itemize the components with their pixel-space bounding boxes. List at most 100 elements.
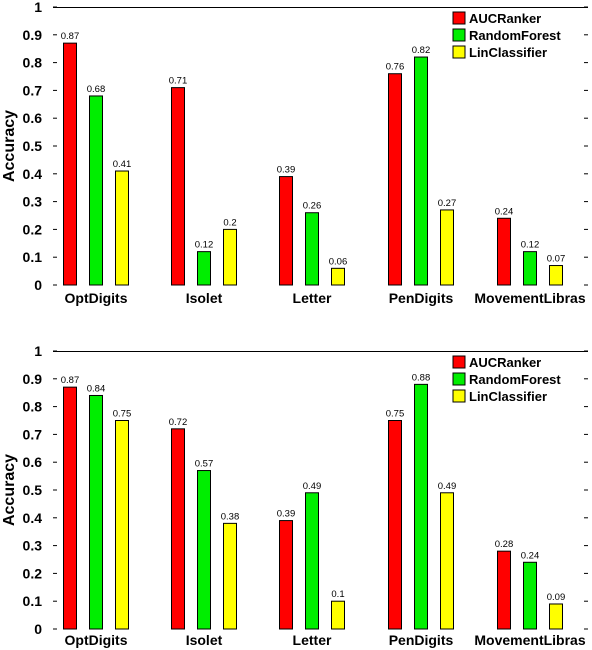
x-category-label: Isolet [186,632,223,648]
bar [331,267,345,286]
y-tick-label: 0.9 [23,27,43,43]
bar [89,394,103,630]
y-tick-label: 0.4 [23,166,43,182]
data-label: 0.2 [223,217,236,228]
y-axis-title: Accuracy [1,454,18,526]
y-tick-label: 0.8 [23,399,43,415]
y-tick-label: 0.5 [23,482,43,498]
y-tick-label: 0.7 [23,82,43,98]
data-label: 0.24 [521,550,540,561]
data-label: 0.12 [195,240,214,251]
bar [89,95,103,286]
legend-label: LinClassifier [469,45,547,60]
y-tick-label: 0.6 [23,110,43,126]
legend-swatch [452,372,466,386]
x-category-label: OptDigits [65,290,128,306]
data-label: 0.06 [329,256,348,267]
legend-swatch [452,355,466,369]
x-category-label: PenDigits [389,632,454,648]
y-tick-label: 0.2 [23,221,43,237]
bar [388,420,402,630]
y-tick-label: 0.4 [23,510,43,526]
x-category-label: MovementLibras [474,632,585,648]
data-label: 0.24 [495,206,514,217]
legend-label: RandomForest [469,372,561,387]
y-tick-label: 0.8 [23,55,43,71]
bar [115,420,129,630]
bar [497,217,511,286]
data-label: 0.75 [113,409,132,420]
y-tick-label: 0 [34,277,42,293]
data-label: 0.27 [438,198,457,209]
bar [414,56,428,286]
legend-swatch [452,45,466,59]
bar [523,561,537,630]
legend-label: AUCRanker [469,355,541,370]
bar [197,470,211,630]
data-label: 0.49 [438,481,457,492]
bar [305,492,319,630]
data-label: 0.41 [113,159,132,170]
data-label: 0.39 [277,165,296,176]
data-label: 0.26 [303,201,322,212]
data-label: 0.71 [169,76,188,87]
y-tick-label: 1 [34,0,42,15]
data-label: 0.28 [495,539,514,550]
y-tick-label: 0.6 [23,454,43,470]
bar [279,520,293,630]
data-label: 0.87 [61,31,80,42]
y-tick-label: 0 [34,621,42,637]
bar [197,251,211,286]
bar [63,386,77,630]
data-label: 0.57 [195,459,214,470]
x-category-label: PenDigits [389,290,454,306]
bar [115,170,129,286]
y-tick-label: 0.3 [23,538,43,554]
y-tick-label: 1 [34,343,42,359]
data-label: 0.38 [221,511,240,522]
bar [171,87,185,286]
x-category-label: MovementLibras [474,290,585,306]
data-label: 0.75 [386,409,405,420]
data-label: 0.76 [386,62,405,73]
legend-swatch [452,389,466,403]
data-label: 0.87 [61,375,80,386]
y-tick-label: 0.5 [23,138,43,154]
legend-swatch [452,11,466,25]
bar [171,428,185,630]
x-category-label: Isolet [186,290,223,306]
bar [440,209,454,286]
bar [223,522,237,630]
bar [279,176,293,286]
x-category-label: OptDigits [65,632,128,648]
data-label: 0.68 [87,84,106,95]
bar [497,550,511,630]
bar [223,228,237,286]
data-label: 0.82 [412,45,431,56]
bar [549,265,563,286]
data-label: 0.07 [547,254,566,265]
bar [414,383,428,630]
y-axis-title: Accuracy [1,110,18,182]
y-tick-label: 0.1 [23,249,43,265]
y-tick-label: 0.9 [23,371,43,387]
legend-label: RandomForest [469,28,561,43]
x-category-label: Letter [293,632,332,648]
data-label: 0.1 [331,589,344,600]
bar [549,603,563,630]
y-tick-label: 0.3 [23,194,43,210]
legend-label: AUCRanker [469,11,541,26]
bar [331,600,345,630]
y-tick-label: 0.1 [23,593,43,609]
bar [305,212,319,286]
legend: AUCRanker RandomForest LinClassifier [452,355,561,404]
data-label: 0.88 [412,372,431,383]
y-tick-label: 0.2 [23,565,43,581]
y-tick-label: 0.7 [23,426,43,442]
legend: AUCRanker RandomForest LinClassifier [452,11,561,60]
data-label: 0.12 [521,240,540,251]
data-label: 0.84 [87,383,106,394]
legend-swatch [452,28,466,42]
data-label: 0.09 [547,592,566,603]
